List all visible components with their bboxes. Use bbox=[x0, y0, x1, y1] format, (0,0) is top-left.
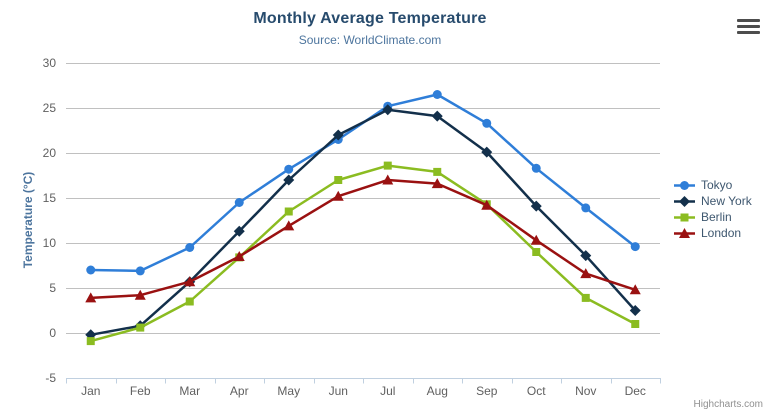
legend-item-tokyo[interactable]: Tokyo bbox=[673, 177, 752, 193]
series-tokyo[interactable] bbox=[86, 90, 640, 276]
yaxis-label: 10 bbox=[42, 236, 56, 250]
chart-subtitle: Source: WorldClimate.com bbox=[298, 33, 442, 47]
legend-label: Berlin bbox=[701, 210, 732, 224]
xaxis-label-oct: Oct bbox=[526, 384, 546, 398]
yaxis-label: -5 bbox=[45, 371, 56, 385]
series-london[interactable] bbox=[85, 174, 641, 303]
legend-item-berlin[interactable]: Berlin bbox=[673, 209, 752, 225]
xaxis-label-feb: Feb bbox=[129, 384, 151, 398]
xaxis-label-sep: Sep bbox=[476, 384, 498, 398]
legend-item-new-york[interactable]: New York bbox=[673, 193, 752, 209]
xaxis-label-jun: Jun bbox=[328, 384, 348, 398]
yaxis-label: 30 bbox=[42, 56, 56, 70]
series-new-york[interactable] bbox=[85, 104, 641, 341]
yaxis-label: 5 bbox=[49, 281, 56, 295]
menu-bar bbox=[736, 24, 760, 28]
highcharts-credit-link[interactable]: Highcharts.com bbox=[693, 399, 763, 410]
square-marker-icon bbox=[674, 213, 695, 221]
yaxis-label: 20 bbox=[42, 146, 56, 160]
yaxis-label: 25 bbox=[42, 101, 56, 115]
menu-bar bbox=[736, 18, 760, 22]
xaxis-label-dec: Dec bbox=[624, 384, 646, 398]
legend-label: Tokyo bbox=[701, 178, 733, 192]
chart-title: Monthly Average Temperature bbox=[253, 10, 487, 27]
triangle-marker-icon bbox=[674, 227, 695, 238]
circle-marker-icon bbox=[674, 180, 695, 190]
legend: Tokyo New York Berlin London bbox=[673, 177, 752, 241]
diamond-marker-icon bbox=[674, 195, 695, 207]
xaxis-label-jan: Jan bbox=[81, 384, 101, 398]
hamburger-menu-icon[interactable] bbox=[735, 15, 761, 35]
yaxis-label: 15 bbox=[42, 191, 56, 205]
xaxis-label-may: May bbox=[277, 384, 301, 398]
xaxis-label-apr: Apr bbox=[229, 384, 249, 398]
yaxis-title: Temperature (°C) bbox=[21, 171, 35, 269]
legend-item-london[interactable]: London bbox=[673, 225, 752, 241]
yaxis-label: 0 bbox=[49, 326, 56, 340]
legend-label: London bbox=[701, 226, 742, 240]
xaxis-label-mar: Mar bbox=[179, 384, 201, 398]
xaxis-label-jul: Jul bbox=[380, 384, 396, 398]
xaxis-label-aug: Aug bbox=[426, 384, 448, 398]
legend-label: New York bbox=[701, 194, 752, 208]
xaxis-label-nov: Nov bbox=[575, 384, 597, 398]
menu-bar bbox=[736, 30, 760, 34]
